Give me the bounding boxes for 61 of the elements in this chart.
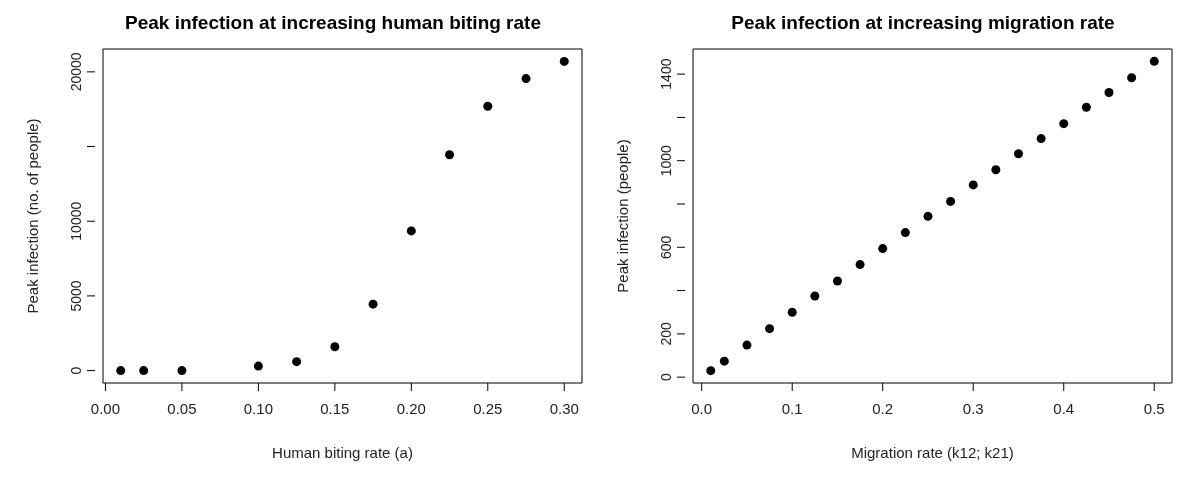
y-tick-label: 1000 xyxy=(658,144,674,177)
point xyxy=(742,340,752,350)
point xyxy=(878,244,888,254)
point xyxy=(1013,149,1023,159)
point xyxy=(116,366,126,376)
x-tick-label: 0.20 xyxy=(396,399,426,417)
point xyxy=(368,299,378,309)
y-tick-label: 0 xyxy=(658,373,674,382)
y-tick-label: 1400 xyxy=(658,58,674,90)
point xyxy=(521,74,531,84)
point xyxy=(991,165,1001,175)
point xyxy=(177,366,187,376)
x-tick-label: 0.25 xyxy=(473,399,503,417)
point xyxy=(483,101,493,111)
point xyxy=(900,228,910,238)
point xyxy=(406,226,416,236)
y-tick-label: 5000 xyxy=(68,280,84,312)
x-tick-label: 0.05 xyxy=(167,399,197,417)
point xyxy=(968,180,978,190)
y-tick-label: 200 xyxy=(658,321,674,346)
point xyxy=(810,291,820,301)
y-axis-title: Peak infection (no. of people) xyxy=(24,118,42,314)
point xyxy=(946,196,956,206)
chart-title: Peak infection at increasing human biting rate xyxy=(124,11,542,35)
point xyxy=(1059,119,1069,129)
y-tick-label: 20000 xyxy=(68,52,84,92)
point xyxy=(706,366,716,376)
point xyxy=(292,357,302,367)
point xyxy=(139,366,149,376)
y-tick-label: 600 xyxy=(658,235,674,259)
x-tick-label: 0.5 xyxy=(1143,399,1165,417)
x-tick-label: 0.00 xyxy=(90,399,121,417)
point xyxy=(1036,134,1046,144)
point xyxy=(1149,56,1159,66)
y-tick-label: 10000 xyxy=(68,201,84,241)
point xyxy=(923,211,933,221)
point xyxy=(832,276,842,286)
point xyxy=(1104,88,1114,98)
point xyxy=(1081,102,1091,112)
point xyxy=(787,307,797,317)
x-tick-label: 0.0 xyxy=(691,399,713,417)
x-tick-label: 0.15 xyxy=(320,399,350,417)
point xyxy=(330,342,340,352)
x-axis-title: Human biting rate (a) xyxy=(272,444,413,461)
x-tick-label: 0.2 xyxy=(872,399,894,417)
point xyxy=(559,56,569,66)
x-tick-label: 0.4 xyxy=(1053,399,1075,417)
y-tick-label: 0 xyxy=(68,366,84,375)
point xyxy=(765,324,775,334)
x-tick-label: 0.3 xyxy=(962,399,984,417)
x-tick-label: 0.10 xyxy=(243,399,273,417)
point xyxy=(719,356,729,366)
x-tick-label: 0.1 xyxy=(781,399,803,417)
y-axis-title: Peak infection (people) xyxy=(614,139,632,293)
point xyxy=(1127,73,1137,83)
x-tick-label: 0.30 xyxy=(549,399,579,417)
point xyxy=(855,260,865,270)
chart-title: Peak infection at increasing migration rate xyxy=(730,11,1116,35)
point xyxy=(253,361,263,371)
x-axis-title: Migration rate (k12; k21) xyxy=(851,444,1014,461)
point xyxy=(445,150,455,160)
